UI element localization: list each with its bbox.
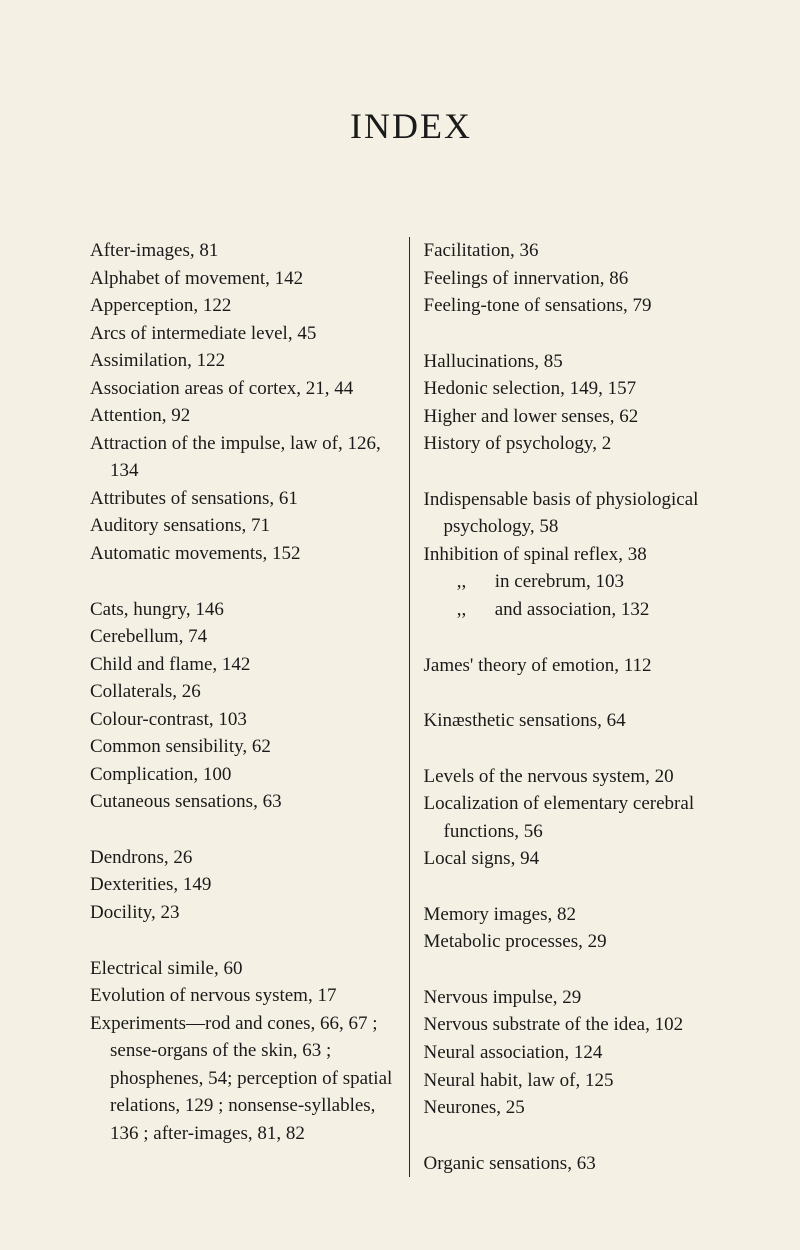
- index-entry: Organic sensations, 63: [424, 1150, 733, 1178]
- index-entry: Dexterities, 149: [90, 871, 399, 899]
- section-gap: [424, 956, 733, 984]
- index-entry: ,, and association, 132: [424, 596, 733, 624]
- index-entry: Colour-contrast, 103: [90, 706, 399, 734]
- section-gap: [424, 624, 733, 652]
- section-gap: [424, 873, 733, 901]
- section-gap: [424, 458, 733, 486]
- index-entry: Localization of elementary cerebral func…: [424, 790, 733, 845]
- index-entry: Nervous substrate of the idea, 102: [424, 1011, 733, 1039]
- index-entry: Experiments—rod and cones, 66, 67 ; sens…: [90, 1010, 399, 1148]
- index-entry: Dendrons, 26: [90, 844, 399, 872]
- index-entry: Neurones, 25: [424, 1094, 733, 1122]
- section-gap: [424, 679, 733, 707]
- section-gap: [90, 927, 399, 955]
- section-gap: [90, 568, 399, 596]
- page: INDEX After-images, 81Alphabet of moveme…: [0, 0, 800, 1250]
- index-entry: Child and flame, 142: [90, 651, 399, 679]
- index-entry: Neural association, 124: [424, 1039, 733, 1067]
- section-gap: [424, 320, 733, 348]
- index-entry: Higher and lower senses, 62: [424, 403, 733, 431]
- section-gap: [424, 1122, 733, 1150]
- index-entry: Indispensable basis of physiological psy…: [424, 486, 733, 541]
- index-entry: Attraction of the impulse, law of, 126, …: [90, 430, 399, 485]
- index-entry: Cutaneous sensations, 63: [90, 788, 399, 816]
- index-entry: Cats, hungry, 146: [90, 596, 399, 624]
- index-entry: Association areas of cortex, 21, 44: [90, 375, 399, 403]
- index-entry: Cerebellum, 74: [90, 623, 399, 651]
- left-column: After-images, 81Alphabet of movement, 14…: [90, 237, 410, 1177]
- index-entry: Feeling-tone of sensations, 79: [424, 292, 733, 320]
- index-entry: Docility, 23: [90, 899, 399, 927]
- index-entry: Common sensibility, 62: [90, 733, 399, 761]
- index-entry: Inhibition of spinal reflex, 38: [424, 541, 733, 569]
- index-entry: History of psychology, 2: [424, 430, 733, 458]
- columns-container: After-images, 81Alphabet of movement, 14…: [90, 237, 732, 1177]
- index-entry: Complication, 100: [90, 761, 399, 789]
- right-column: Facilitation, 36Feelings of innervation,…: [410, 237, 733, 1177]
- index-entry: Arcs of intermediate level, 45: [90, 320, 399, 348]
- index-entry: Feelings of innervation, 86: [424, 265, 733, 293]
- index-entry: Kinæsthetic sensations, 64: [424, 707, 733, 735]
- index-title: INDEX: [90, 105, 732, 147]
- index-entry: James' theory of emotion, 112: [424, 652, 733, 680]
- index-entry: Hedonic selection, 149, 157: [424, 375, 733, 403]
- index-entry: Collaterals, 26: [90, 678, 399, 706]
- index-entry: Memory images, 82: [424, 901, 733, 929]
- index-entry: Nervous impulse, 29: [424, 984, 733, 1012]
- section-gap: [424, 735, 733, 763]
- index-entry: Auditory sensations, 71: [90, 512, 399, 540]
- index-entry: Metabolic processes, 29: [424, 928, 733, 956]
- index-entry: Assimilation, 122: [90, 347, 399, 375]
- index-entry: Evolution of nervous system, 17: [90, 982, 399, 1010]
- index-entry: Automatic movements, 152: [90, 540, 399, 568]
- index-entry: Levels of the nervous system, 20: [424, 763, 733, 791]
- index-entry: Neural habit, law of, 125: [424, 1067, 733, 1095]
- section-gap: [90, 816, 399, 844]
- index-entry: Attention, 92: [90, 402, 399, 430]
- index-entry: Hallucinations, 85: [424, 348, 733, 376]
- index-entry: Attributes of sensations, 61: [90, 485, 399, 513]
- index-entry: Apperception, 122: [90, 292, 399, 320]
- index-entry: After-images, 81: [90, 237, 399, 265]
- index-entry: Facilitation, 36: [424, 237, 733, 265]
- index-entry: Alphabet of movement, 142: [90, 265, 399, 293]
- index-entry: Local signs, 94: [424, 845, 733, 873]
- index-entry: ,, in cerebrum, 103: [424, 568, 733, 596]
- index-entry: Electrical simile, 60: [90, 955, 399, 983]
